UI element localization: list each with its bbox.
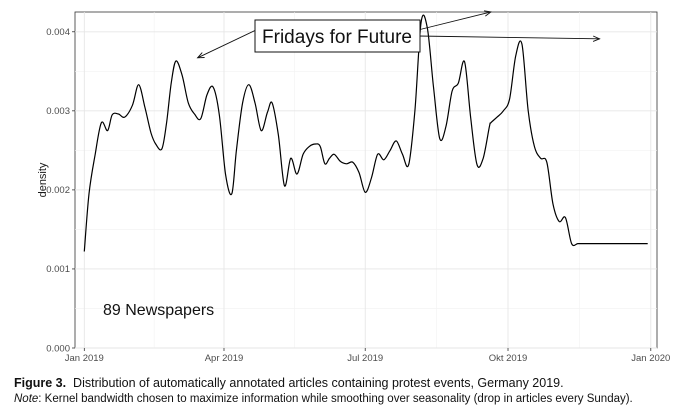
figure-caption: Figure 3. Distribution of automatically …	[14, 376, 664, 390]
density-chart: 0.000 0.001 0.002 0.003 0.004 Jan 2019 Apr 20…	[37, 10, 670, 364]
y-tick-label: 0.004	[46, 27, 70, 38]
annotation-arrows	[196, 10, 601, 59]
y-tick-label: 0.000	[46, 343, 70, 354]
annotation-arrow-shaft	[417, 11, 492, 31]
annotation-arrow-head	[483, 10, 493, 17]
density-series-line	[83, 14, 648, 252]
y-tick-label: 0.002	[46, 185, 70, 196]
annotation-arrow-shaft	[197, 29, 257, 59]
x-tick-label: Okt 2019	[489, 353, 528, 364]
y-axis-title: density	[37, 162, 49, 197]
callout-box	[254, 19, 421, 53]
figure-text: Distribution of automatically annotated …	[73, 376, 564, 390]
y-axis-ticks: 0.000 0.001 0.002 0.003 0.004	[46, 27, 75, 354]
figure-label: Figure 3.	[14, 376, 67, 390]
x-axis-ticks: Jan 2019 Apr 2019 Jul 2019 Okt 2019 Jan 2020	[65, 348, 670, 364]
callout-label: Fridays for Future	[262, 27, 412, 48]
newspaper-count-label: 89 Newspapers	[103, 302, 214, 319]
annotation-arrow-shaft	[417, 35, 600, 40]
y-tick-label: 0.003	[46, 106, 70, 117]
plot-panel	[74, 11, 658, 349]
x-tick-label: Apr 2019	[205, 353, 244, 364]
annotation-arrow-head	[196, 52, 205, 59]
note-text: : Kernel bandwidth chosen to maximize in…	[38, 393, 633, 405]
x-tick-label: Jan 2020	[631, 353, 670, 364]
figure-note: Note: Kernel bandwidth chosen to maximiz…	[14, 393, 664, 405]
x-tick-label: Jul 2019	[347, 353, 383, 364]
x-tick-label: Jan 2019	[65, 353, 104, 364]
note-label: Note	[14, 393, 39, 405]
y-tick-label: 0.001	[46, 264, 70, 275]
annotation-arrow-head	[592, 35, 601, 42]
